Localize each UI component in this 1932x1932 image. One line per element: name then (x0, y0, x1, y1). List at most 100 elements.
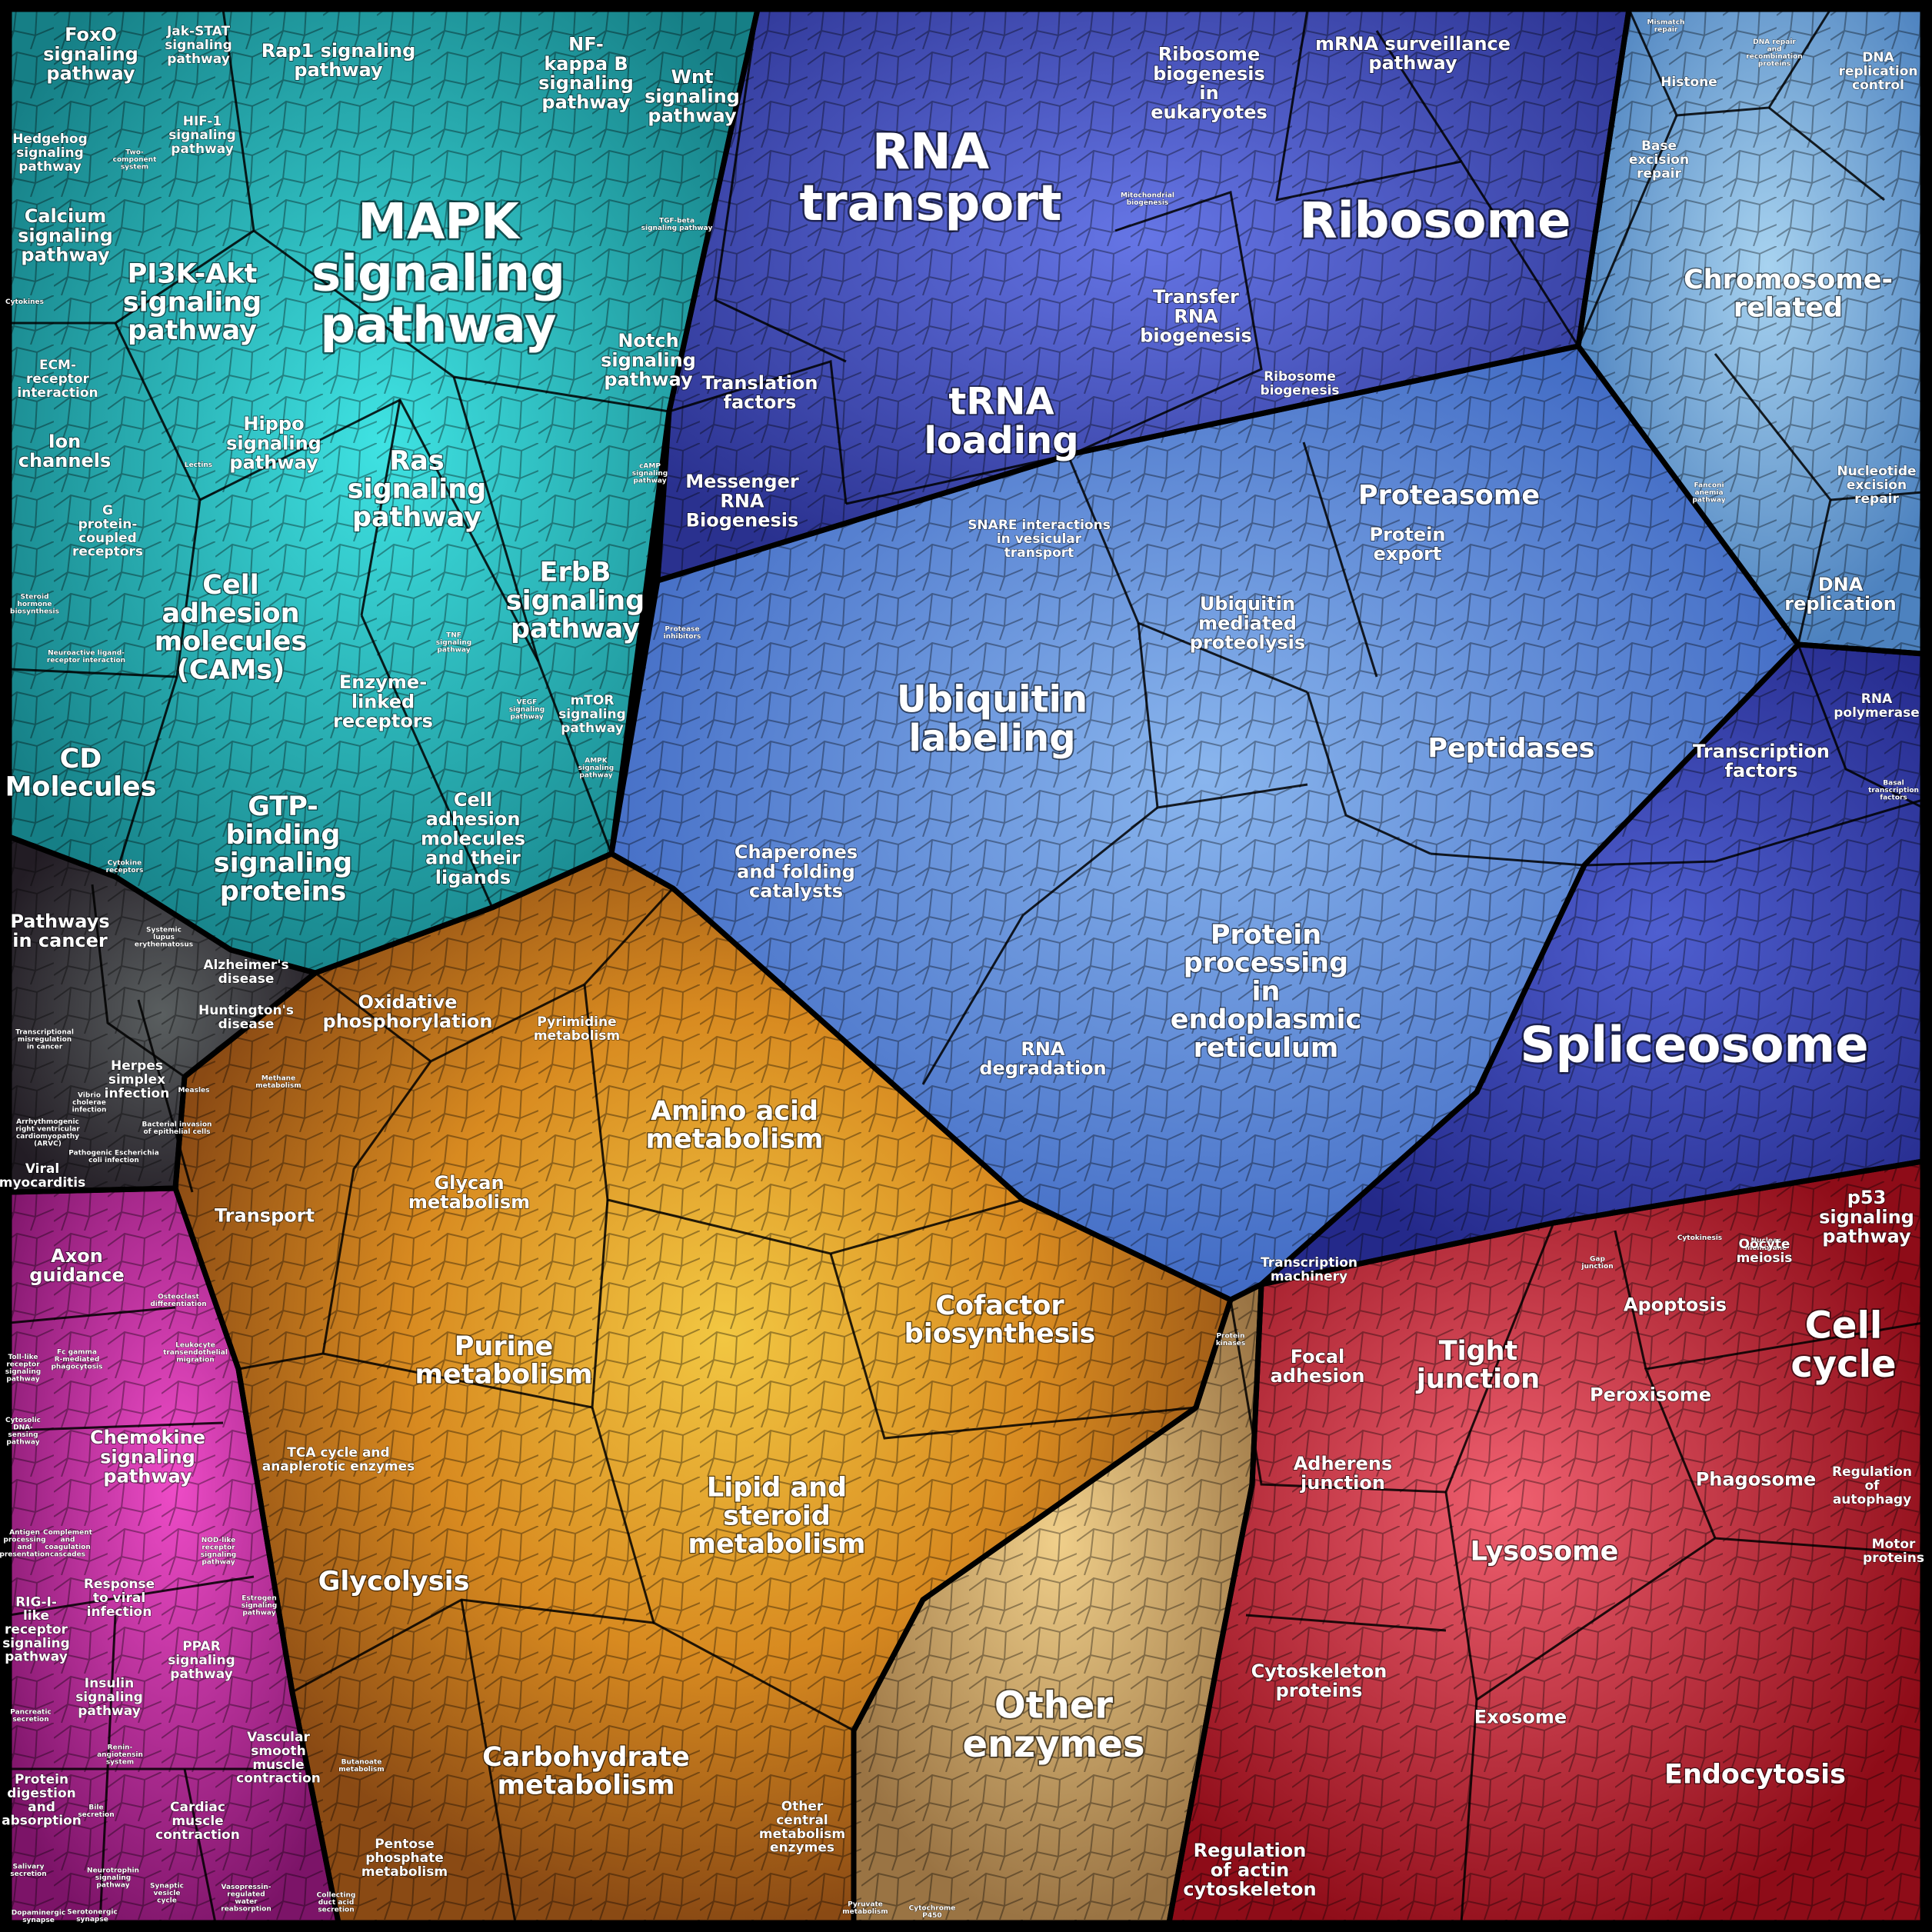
subregion-border (1830, 491, 1924, 501)
subregion-border (1229, 1299, 1447, 1494)
cell-label: Lectins (185, 461, 212, 469)
subregion-border (1584, 798, 1924, 867)
cell-label: Leukocyte transendothelial migration (163, 1342, 228, 1364)
cell-label: Spliceosome (1520, 1017, 1868, 1074)
cell-label: Toll-like receptor signaling pathway (5, 1354, 41, 1383)
cell-label: Focal adhesion (1271, 1346, 1365, 1387)
cell-label: Ubiquitin mediated proteolysis (1190, 593, 1305, 653)
subregion-border (1245, 1614, 1447, 1632)
cell-label: Bile secretion (78, 1804, 114, 1818)
cell-label: RNA polymerase (1834, 691, 1920, 721)
cell-label: Oxidative phosphorylation (323, 991, 493, 1032)
subregion-border (1768, 106, 1885, 202)
cell-label: Enzyme-linked receptors (333, 671, 433, 731)
cell-label: FoxO signaling pathway (43, 24, 138, 84)
cell-label: TCA cycle and anaplerotic enzymes (262, 1445, 415, 1474)
cell-label: RIG-I-like receptor signaling pathway (2, 1594, 70, 1664)
cell-label: Cytokine receptors (106, 859, 144, 874)
cell-label: Systemic lupus erythematosus (135, 927, 193, 949)
region-diseases-cell-texture (9, 837, 315, 1192)
cell-label: Peroxisome (1590, 1384, 1711, 1405)
cell-label: Renin-angiotensin system (97, 1744, 143, 1767)
cell-label: Vascular smooth muscle contraction (236, 1730, 321, 1787)
cell-label: Translation factors (702, 372, 818, 413)
cell-label: cAMP signaling pathway (632, 463, 668, 485)
cell-label: Base excision repair (1629, 138, 1689, 182)
subregion-border (714, 8, 847, 363)
cell-label: Chemokine signaling pathway (90, 1427, 205, 1487)
cell-label: Peptidases (1427, 733, 1594, 764)
region-spliceosome-cell-texture (1261, 645, 1923, 1284)
cell-label: mTOR signaling pathway (558, 693, 626, 736)
cell-label: Oocyte meiosis (1737, 1237, 1793, 1266)
cell-label: Histone (1661, 75, 1717, 90)
cell-label: Cytoskeleton proteins (1251, 1661, 1387, 1701)
cell-label: Pyrimidine metabolism (534, 1014, 620, 1044)
subregion-border (1714, 353, 1832, 645)
cell-label: tRNA loading (924, 381, 1078, 462)
cell-label: Purine metabolism (415, 1331, 593, 1391)
cell-label: Hedgehog signaling pathway (12, 132, 88, 175)
subregion-border (360, 399, 401, 616)
cell-label: Neurotrophin signaling pathway (87, 1867, 139, 1890)
subregion-border (115, 229, 255, 325)
cell-label: Salivary secretion (10, 1863, 46, 1877)
subregion-border (137, 999, 194, 1193)
subregion-border (460, 1599, 517, 1924)
cell-label: Basal transcription factors (1868, 780, 1919, 802)
cell-label: ErbB signaling pathway (506, 558, 645, 645)
cell-label: Pentose phosphate metabolism (361, 1837, 448, 1880)
cell-label: Other enzymes (962, 1684, 1144, 1766)
cell-label: Messenger RNA Biogenesis (685, 471, 799, 531)
cell-label: Measles (178, 1087, 209, 1094)
subregion-border (1614, 1230, 1647, 1370)
cell-label: Butanoate metabolism (338, 1758, 384, 1773)
subregion-border (1577, 115, 1678, 347)
cell-label: Huntington's disease (198, 1003, 294, 1032)
region-chromosome-cell-texture (1578, 9, 1923, 654)
subregion-border (845, 452, 1074, 505)
cell-label: Glycan metabolism (408, 1172, 530, 1213)
cell-label: Bacterial invasion of epithelial cells (142, 1121, 212, 1135)
subregion-border (8, 1575, 255, 1617)
subregion-border (222, 8, 670, 413)
cell-label: Pancreatic secretion (10, 1708, 52, 1723)
cell-label: Protein kinases (1216, 1332, 1245, 1347)
subregion-border (1375, 30, 1463, 162)
cell-label: Serotonergic synapse (67, 1908, 118, 1923)
cell-label: Complement and coagulation cascades (43, 1529, 93, 1558)
subregion-border (8, 1306, 176, 1324)
subregion-border (668, 360, 848, 505)
cell-label: Viral myocarditis (0, 1161, 85, 1191)
cell-label: Ion channels (18, 431, 111, 471)
cell-label: Amino acid metabolism (646, 1096, 824, 1155)
cell-label: Synaptic vesicle cycle (150, 1883, 184, 1905)
cell-label: Ribosome biogenesis in eukaryotes (1151, 44, 1267, 124)
cell-label: DNA replication control (1838, 50, 1917, 93)
cell-label: Steroid hormone biosynthesis (10, 594, 59, 616)
label-layer: FoxO signaling pathway Jak-STAT signaling pat… (0, 18, 1925, 1924)
subregion-border (1137, 622, 1308, 809)
subregion-border (1430, 852, 1585, 867)
region-metabolism-cell-texture (175, 854, 1231, 1923)
subregion-border (1627, 8, 1832, 117)
cell-label: DNA repair and recombination proteins (1746, 38, 1802, 68)
cell-label: Cytokinesis (1677, 1234, 1722, 1242)
cell-label: Protein digestion and absorption (2, 1772, 82, 1829)
cell-label: Regulation of autophagy (1832, 1464, 1912, 1507)
cell-label: Carbohydrate metabolism (482, 1742, 690, 1801)
cell-label: Exosome (1474, 1706, 1567, 1727)
cell-label: Fc gamma R-mediated phagocytosis (51, 1349, 102, 1371)
cell-label: Wnt signaling pathway (645, 66, 740, 126)
subregion-border (238, 1352, 324, 1371)
cell-label: Lysosome (1471, 1536, 1619, 1567)
cell-label: Protein processing in endoplasmic reticulum (1171, 920, 1361, 1064)
subregion-border (921, 806, 1158, 1085)
region-other-enzymes-cell-texture (854, 1284, 1261, 1923)
cell-label: AMPK signaling pathway (578, 758, 614, 780)
cell-label: Transport (215, 1204, 315, 1226)
